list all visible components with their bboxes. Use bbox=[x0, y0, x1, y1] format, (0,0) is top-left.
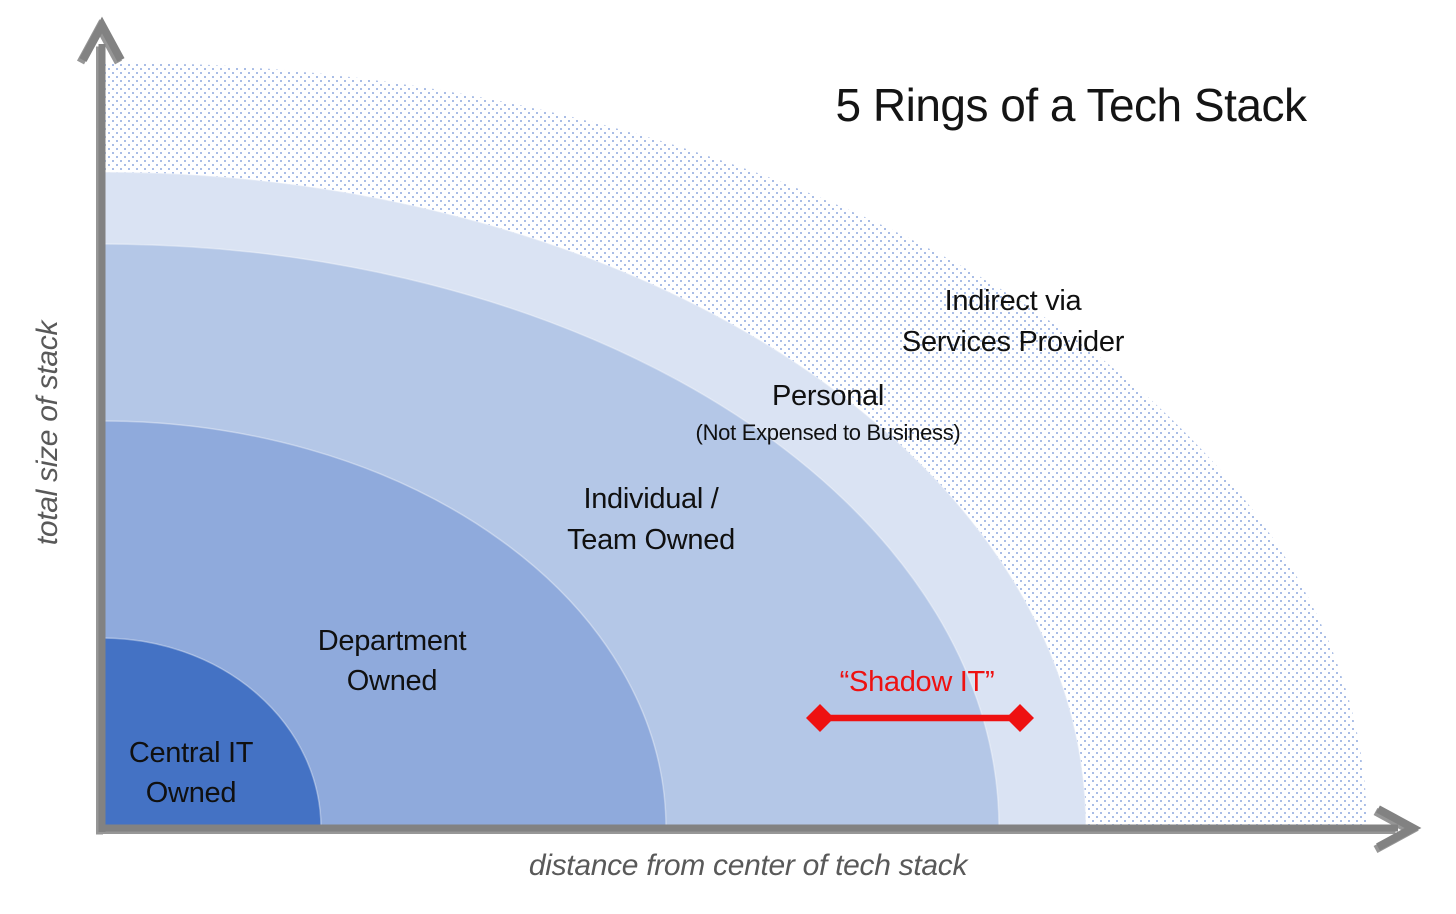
shadow-it-label: “Shadow IT” bbox=[840, 666, 995, 698]
shadow-it-range-arrow-icon bbox=[806, 704, 1034, 732]
rings-group bbox=[102, 61, 1368, 828]
axes bbox=[79, 16, 1422, 851]
ring-label-central-it-line1: Central IT bbox=[129, 737, 254, 769]
x-axis-label: distance from center of tech stack bbox=[529, 849, 970, 882]
ring-label-central-it-line2: Owned bbox=[146, 777, 236, 809]
ring-central-it-owned bbox=[102, 637, 322, 828]
axis-labels: distance from center of tech stack total… bbox=[31, 319, 970, 882]
ring-label-indirect-line1: Indirect via bbox=[945, 285, 1083, 317]
y-axis-label: total size of stack bbox=[31, 319, 64, 546]
x-axis-arrow-icon bbox=[1376, 805, 1422, 851]
shadow-it-annotation: “Shadow IT” bbox=[806, 666, 1034, 732]
ring-label-individual-team-line2: Team Owned bbox=[567, 524, 735, 556]
ring-label-indirect-line2: Services Provider bbox=[902, 326, 1125, 358]
ring-sublabel-personal: (Not Expensed to Business) bbox=[696, 420, 961, 445]
ring-labels: Central IT Owned Department Owned Indivi… bbox=[129, 285, 1125, 809]
page-title: 5 Rings of a Tech Stack bbox=[836, 79, 1308, 131]
ring-label-personal: Personal bbox=[772, 380, 884, 412]
ring-label-individual-team-line1: Individual / bbox=[583, 483, 719, 515]
y-axis-arrow-icon bbox=[79, 16, 125, 62]
ring-label-department-line2: Owned bbox=[347, 665, 437, 697]
ring-label-department-line1: Department bbox=[318, 625, 467, 657]
